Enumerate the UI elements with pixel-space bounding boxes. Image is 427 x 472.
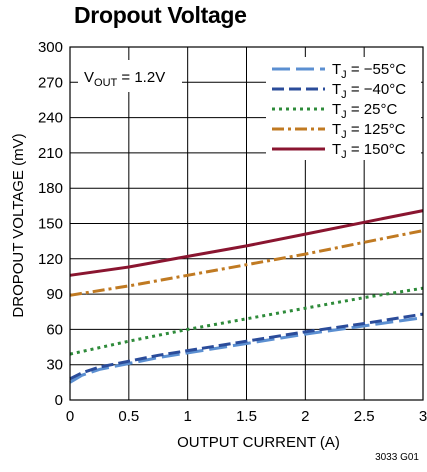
- series-line: [69, 312, 424, 381]
- y-tick-label: 210: [38, 145, 63, 162]
- x-tick-label: 0.5: [118, 408, 139, 425]
- vout-annotation: VOUT = 1.2V: [84, 69, 165, 89]
- y-tick-label: 120: [38, 251, 63, 268]
- y-axis-label: DROPOUT VOLTAGE (mV): [10, 133, 27, 317]
- y-tick-label: 30: [46, 357, 63, 374]
- legend-background: [266, 57, 421, 160]
- y-tick-label: 60: [46, 321, 63, 338]
- y-tick-label: 150: [38, 216, 63, 233]
- legend-label: TJ = 25°C: [332, 101, 397, 121]
- y-tick-label: 270: [38, 74, 63, 91]
- x-tick-label: 1: [183, 408, 191, 425]
- y-tick-label: 90: [46, 286, 63, 303]
- y-tick-label: 240: [38, 110, 63, 127]
- x-tick-label: 2.5: [354, 408, 375, 425]
- legend-label: TJ = −55°C: [332, 61, 406, 81]
- plot-frame: [69, 46, 424, 401]
- series-line: [69, 316, 424, 384]
- y-tick-label: 300: [38, 39, 63, 56]
- x-axis-label: OUTPUT CURRENT (A): [177, 434, 340, 451]
- x-tick-label: 1.5: [236, 408, 257, 425]
- x-tick-label: 3: [419, 408, 427, 425]
- series-line: [69, 229, 424, 297]
- legend-label: TJ = 125°C: [332, 121, 406, 141]
- x-tick-label: 2: [301, 408, 309, 425]
- y-tick-label: 180: [38, 180, 63, 197]
- x-tick-label: 0: [66, 408, 74, 425]
- legend-label: TJ = −40°C: [332, 81, 406, 101]
- chart-title: Dropout Voltage: [74, 2, 247, 28]
- annotation-background: [78, 60, 182, 92]
- y-tick-label: 0: [55, 392, 63, 409]
- legend-label: TJ = 150°C: [332, 141, 406, 161]
- series-line: [69, 209, 424, 277]
- figure-id: 3033 G01: [375, 452, 419, 463]
